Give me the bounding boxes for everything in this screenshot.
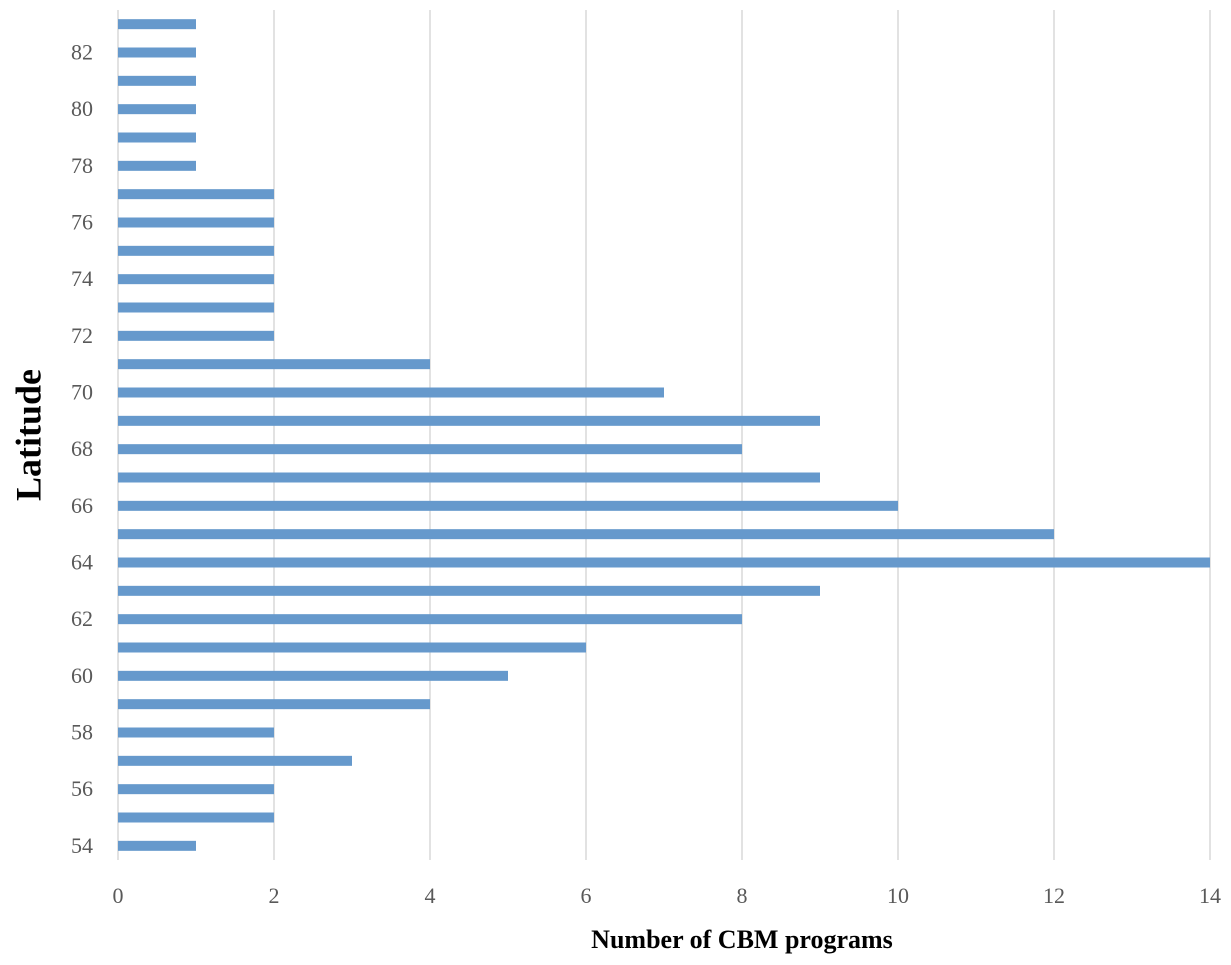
bar	[118, 359, 430, 370]
y-tick-label: 68	[71, 436, 93, 461]
x-tick-label: 6	[581, 883, 592, 908]
bar	[118, 415, 820, 426]
bar	[118, 245, 274, 256]
x-tick-label: 2	[269, 883, 280, 908]
bar	[118, 387, 664, 398]
bar	[118, 189, 274, 200]
bar	[118, 444, 742, 455]
y-tick-label: 64	[71, 550, 93, 575]
y-tick-label: 66	[71, 493, 93, 518]
bar	[118, 19, 196, 30]
x-tick-label: 4	[425, 883, 436, 908]
bar	[118, 585, 820, 596]
bar	[118, 132, 196, 143]
y-axis-title: Latitude	[8, 369, 48, 501]
bar	[118, 330, 274, 341]
y-tick-label: 80	[71, 96, 93, 121]
x-tick-label: 14	[1199, 883, 1221, 908]
y-tick-label: 54	[71, 833, 93, 858]
bar	[118, 160, 196, 171]
y-tick-label: 62	[71, 606, 93, 631]
bar	[118, 727, 274, 738]
bar	[118, 642, 586, 653]
bar	[118, 840, 196, 851]
bar	[118, 755, 352, 766]
y-tick-label: 72	[71, 323, 93, 348]
x-axis-title: Number of CBM programs	[591, 925, 893, 954]
bar	[118, 302, 274, 313]
y-tick-label: 56	[71, 776, 93, 801]
y-tick-label: 78	[71, 153, 93, 178]
y-tick-label: 76	[71, 210, 93, 235]
x-tick-label: 8	[737, 883, 748, 908]
x-tick-label: 0	[113, 883, 124, 908]
y-tick-label: 82	[71, 40, 93, 65]
bar	[118, 699, 430, 710]
x-tick-label: 10	[887, 883, 909, 908]
bar	[118, 529, 1054, 540]
bar	[118, 784, 274, 795]
y-tick-label: 70	[71, 380, 93, 405]
bar	[118, 500, 898, 511]
bar	[118, 670, 508, 681]
y-tick-label: 60	[71, 663, 93, 688]
bar	[118, 75, 196, 86]
y-tick-label: 58	[71, 720, 93, 745]
bar	[118, 472, 820, 483]
bar	[118, 217, 274, 228]
x-tick-label: 12	[1043, 883, 1065, 908]
bar	[118, 274, 274, 285]
bar	[118, 104, 196, 115]
bar	[118, 812, 274, 823]
bar	[118, 47, 196, 58]
bar	[118, 557, 1210, 568]
y-tick-label: 74	[71, 266, 93, 291]
bar	[118, 614, 742, 625]
